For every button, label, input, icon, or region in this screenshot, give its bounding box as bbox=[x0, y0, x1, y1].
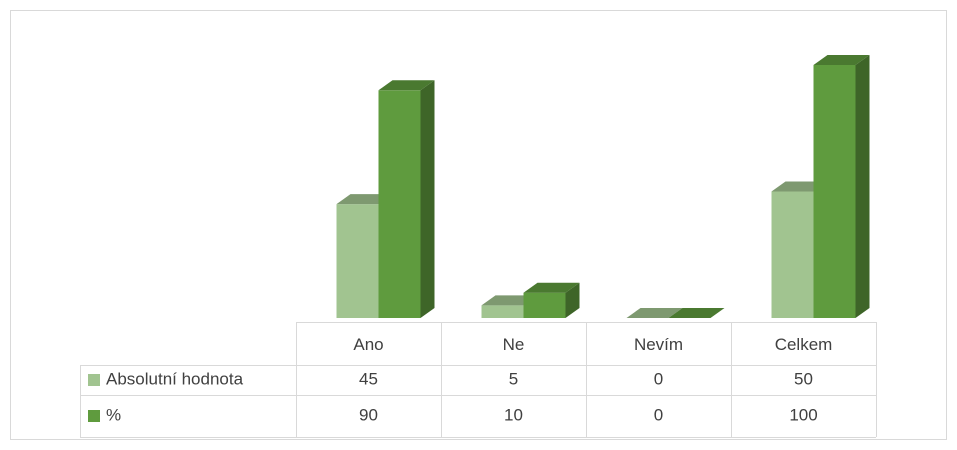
bar-side bbox=[420, 80, 435, 318]
bar bbox=[771, 191, 814, 318]
category-label: Ne bbox=[503, 335, 525, 354]
table-value: 10 bbox=[504, 405, 523, 424]
table-value: 45 bbox=[359, 369, 378, 388]
category-label: Nevím bbox=[634, 335, 683, 354]
bar bbox=[378, 90, 421, 318]
bar bbox=[523, 292, 566, 318]
bar-top bbox=[813, 55, 870, 65]
bar-side bbox=[855, 55, 870, 318]
legend-label: Absolutní hodnota bbox=[106, 369, 244, 388]
table-value: 0 bbox=[654, 369, 663, 388]
table-value: 50 bbox=[794, 369, 813, 388]
category-label: Celkem bbox=[775, 335, 833, 354]
bar bbox=[481, 305, 524, 318]
legend-swatch bbox=[88, 374, 100, 386]
category-label: Ano bbox=[353, 335, 383, 354]
bar-side bbox=[565, 282, 580, 318]
legend-label: % bbox=[106, 405, 121, 424]
bar-top bbox=[626, 308, 683, 318]
bar-top bbox=[378, 80, 435, 91]
bar bbox=[813, 65, 856, 318]
bar-top bbox=[523, 282, 580, 293]
table-value: 5 bbox=[509, 369, 518, 388]
bar-top bbox=[668, 308, 725, 318]
bar bbox=[336, 204, 379, 318]
table-value: 90 bbox=[359, 405, 378, 424]
legend-swatch bbox=[88, 410, 100, 422]
table-value: 0 bbox=[654, 405, 663, 424]
table-value: 100 bbox=[789, 405, 817, 424]
